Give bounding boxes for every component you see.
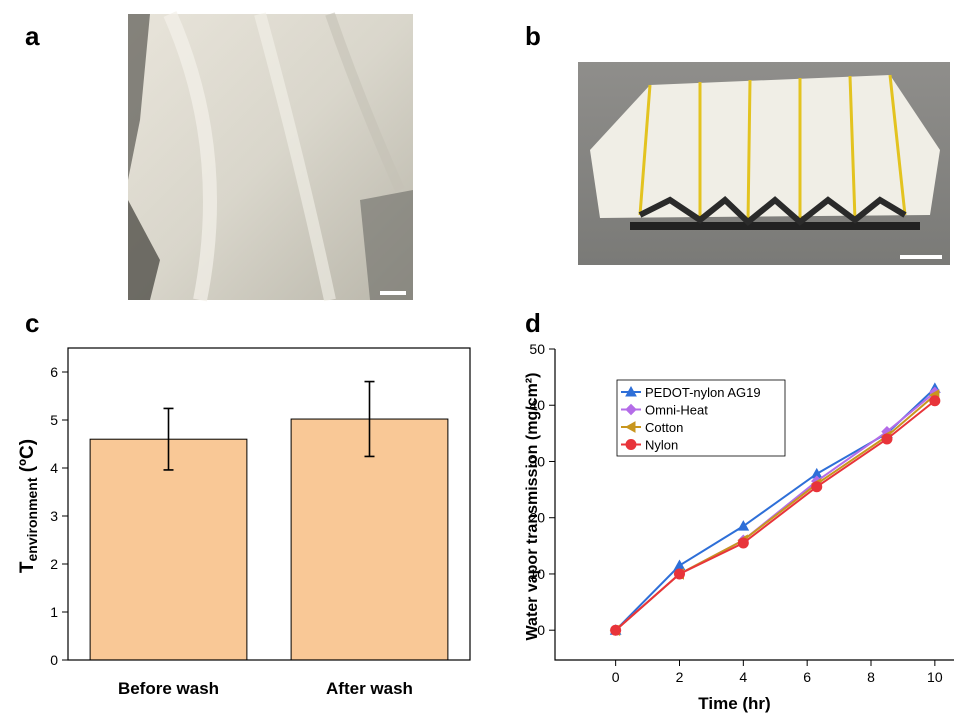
marker bbox=[812, 482, 822, 492]
x-tick-label: 10 bbox=[927, 669, 943, 685]
marker bbox=[674, 561, 684, 570]
y-tick-label: 6 bbox=[50, 364, 58, 380]
legend: PEDOT-nylon AG19 Omni-Heat Cotton Nylon bbox=[617, 380, 785, 456]
x-tick-label: 4 bbox=[739, 669, 747, 685]
y-axis-label: Tenvironment (ºC) bbox=[17, 439, 40, 573]
y-tick-label: 2 bbox=[50, 556, 58, 572]
y-tick-label: 1 bbox=[50, 604, 58, 620]
x-tick-label: After wash bbox=[326, 679, 413, 698]
x-tick-label: 2 bbox=[676, 669, 684, 685]
legend-label: Nylon bbox=[645, 438, 678, 453]
marker bbox=[738, 538, 748, 548]
legend-label: Omni-Heat bbox=[645, 403, 708, 418]
y-tick-label: 50 bbox=[529, 341, 545, 357]
x-tick-label: 0 bbox=[612, 669, 620, 685]
legend-label: PEDOT-nylon AG19 bbox=[645, 385, 761, 400]
page: {"panel_labels": ["a", "b", "c", "d"], "… bbox=[0, 0, 956, 713]
panel-label: b bbox=[525, 21, 541, 51]
x-tick-label: 8 bbox=[867, 669, 875, 685]
x-tick-label: Before wash bbox=[118, 679, 219, 698]
marker bbox=[674, 569, 684, 579]
photo-b bbox=[578, 62, 950, 265]
y-axis-label: Water vapor transmission (mg/cm²) bbox=[524, 373, 541, 641]
marker bbox=[611, 625, 621, 635]
y-tick-label: 5 bbox=[50, 412, 58, 428]
marker bbox=[882, 434, 892, 444]
y-axis-label-part: environment bbox=[24, 477, 40, 561]
panel-label: d bbox=[525, 308, 541, 338]
legend-marker bbox=[626, 440, 636, 450]
figure: a b c d Before wash After wash 0 1 2 3 4 5 6 Tenviron… bbox=[0, 0, 956, 713]
y-axis-label-part: (ºC) bbox=[17, 439, 38, 478]
x-axis-label: Time (hr) bbox=[698, 694, 770, 713]
y-tick-label: 4 bbox=[50, 460, 58, 476]
panel-label: c bbox=[25, 308, 39, 338]
y-tick-label: 3 bbox=[50, 508, 58, 524]
photo-a bbox=[128, 14, 413, 300]
bar bbox=[90, 439, 247, 660]
marker bbox=[930, 396, 940, 406]
x-tick-label: 6 bbox=[803, 669, 811, 685]
panel-label: a bbox=[25, 21, 40, 51]
y-tick-label: 0 bbox=[50, 652, 58, 668]
y-axis-label-part: T bbox=[17, 561, 38, 573]
legend-label: Cotton bbox=[645, 420, 683, 435]
